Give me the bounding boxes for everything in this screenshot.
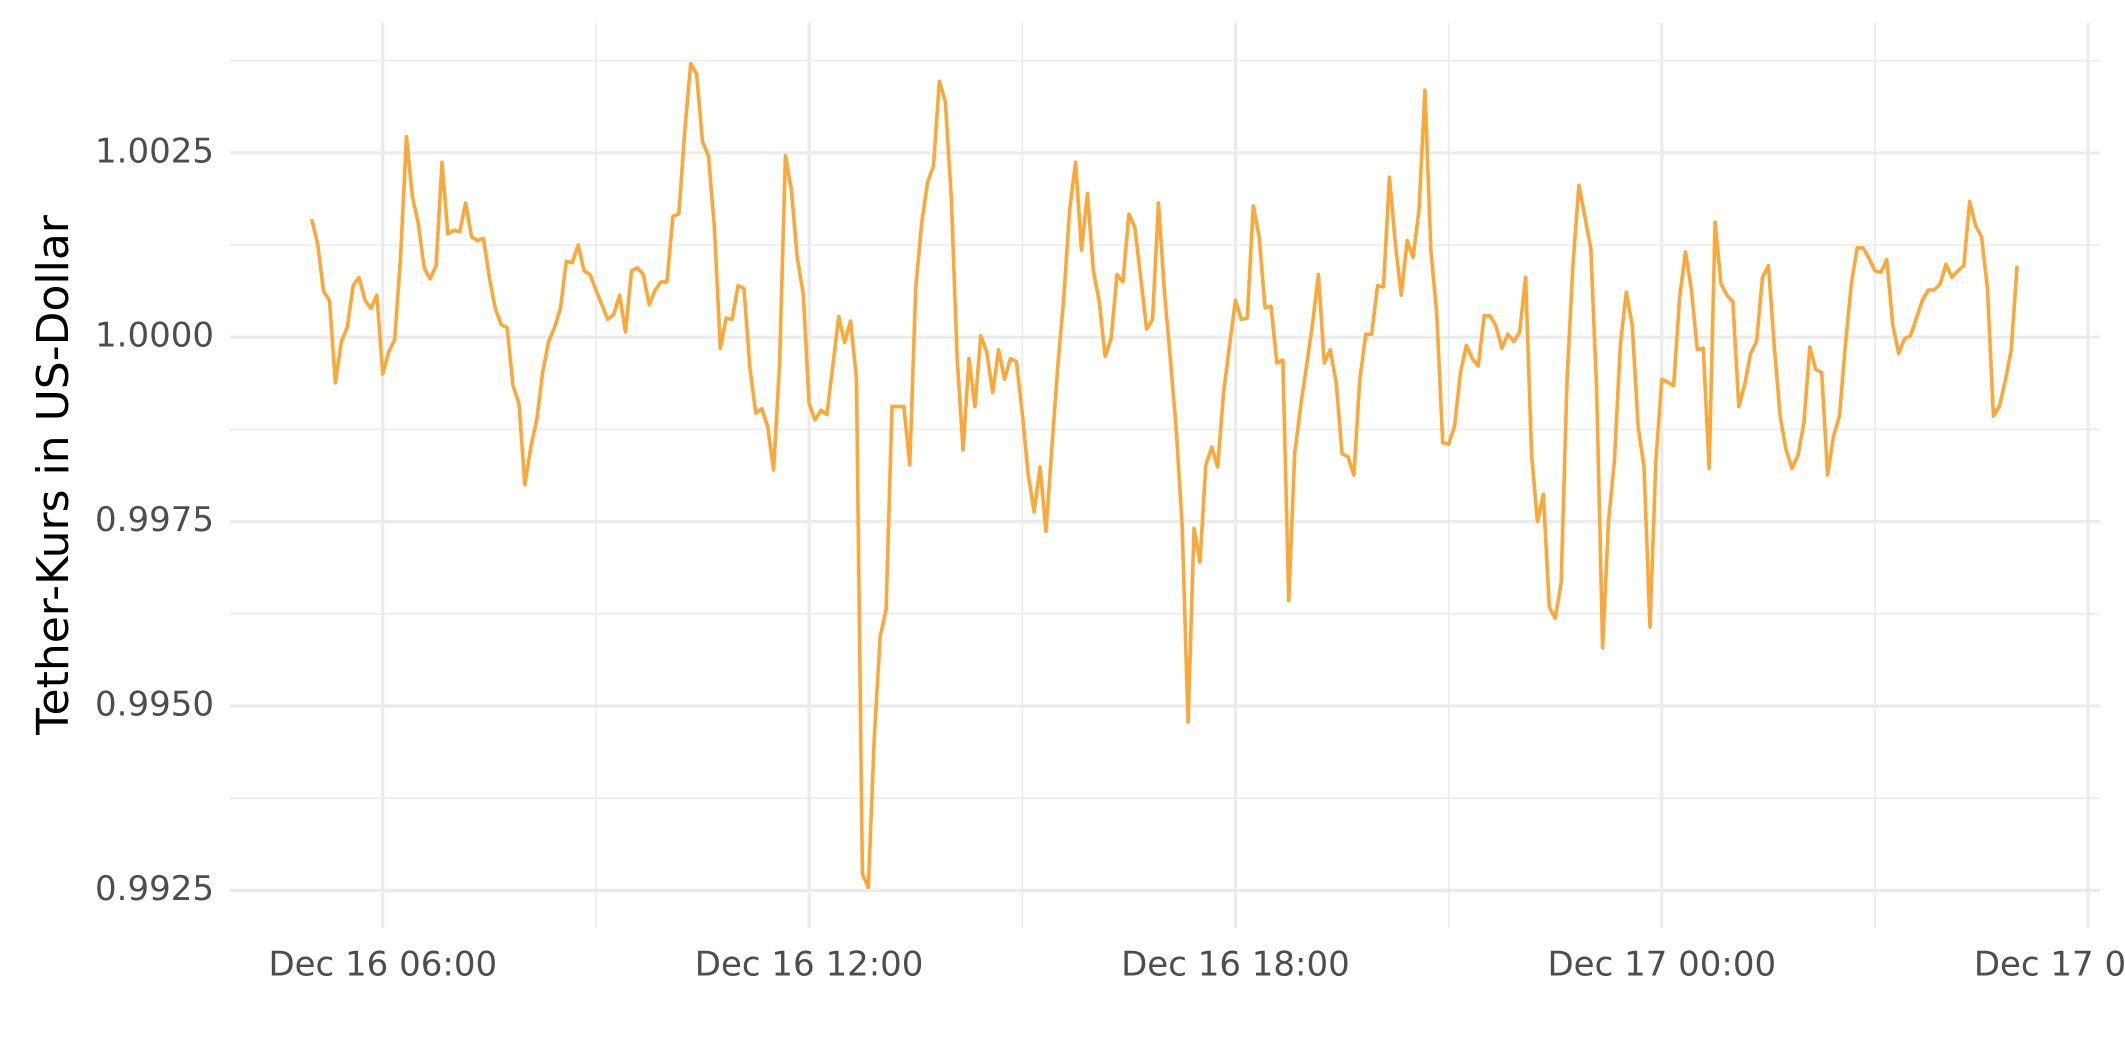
y-tick-label: 0.9950 [95,684,214,724]
y-tick-label: 1.0000 [95,316,214,356]
x-tick-label: Dec 16 18:00 [1121,945,1350,985]
y-tick-label: 0.9975 [95,500,214,540]
grid [230,23,2100,928]
x-tick-label: Dec 17 06:00 [1974,945,2125,985]
x-tick-label: Dec 16 12:00 [695,945,924,985]
y-axis-title: Tether-Kurs in US-Dollar [28,214,79,736]
x-tick-label: Dec 16 06:00 [268,945,497,985]
y-tick-label: 1.0025 [95,131,214,171]
x-tick-label: Dec 17 00:00 [1547,945,1776,985]
y-tick-label: 0.9925 [95,869,214,909]
price-line [309,61,2019,890]
